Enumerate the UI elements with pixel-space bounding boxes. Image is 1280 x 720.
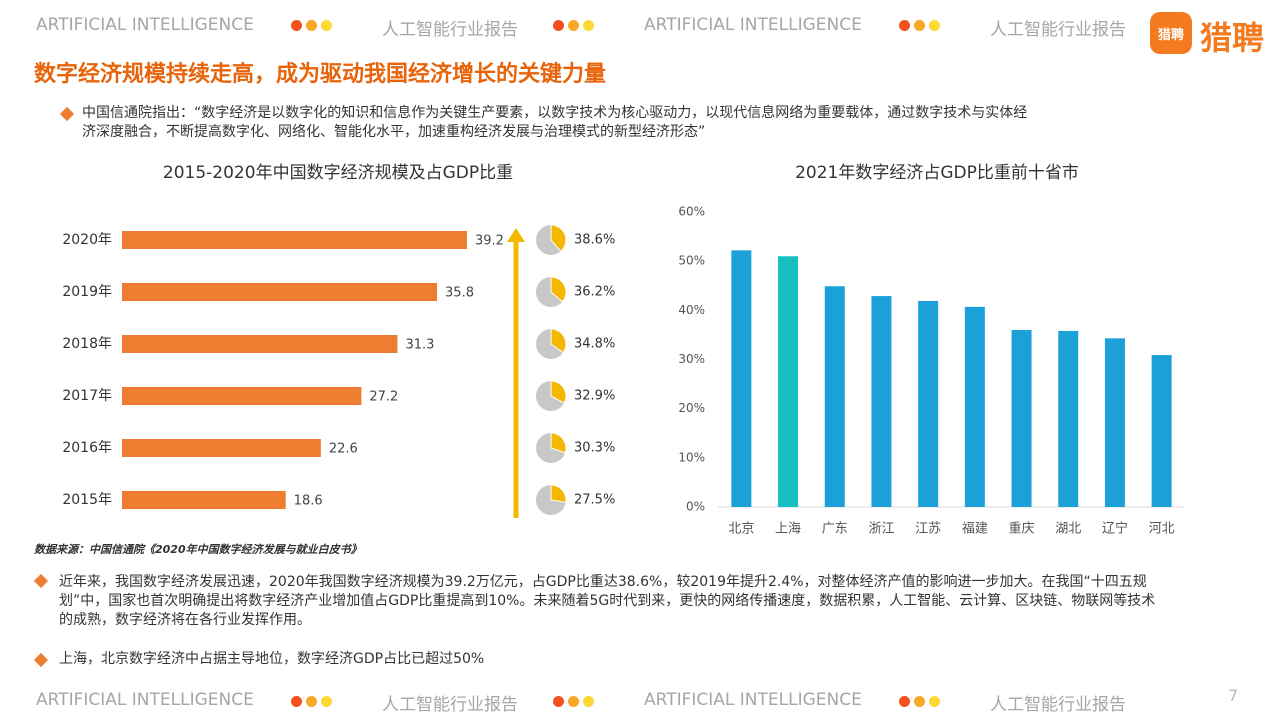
x-tick-label: 上海 <box>775 522 801 537</box>
bar <box>1011 330 1032 507</box>
value-label: 39.2 <box>475 234 504 249</box>
dots <box>899 20 944 31</box>
y-tick-label: 10% <box>678 450 705 464</box>
bar <box>122 439 321 457</box>
bar <box>122 335 398 353</box>
x-tick-label: 湖北 <box>1055 522 1081 537</box>
pie-label: 32.9% <box>574 389 615 404</box>
chart-title: 2015-2020年中国数字经济规模及占GDP比重 <box>163 163 513 183</box>
bar <box>731 250 752 507</box>
bar <box>824 286 845 507</box>
value-label: 31.3 <box>405 338 434 353</box>
y-tick-label: 0% <box>686 500 705 514</box>
pie-slice <box>550 224 567 253</box>
pie-slice <box>550 276 567 303</box>
x-tick-label: 北京 <box>728 522 754 537</box>
bullet-text: 近年来，我国数字经济发展迅速，2020年我国数字经济规模为39.2万亿元，占GD… <box>59 574 1156 628</box>
x-tick-label: 江苏 <box>915 521 941 537</box>
dots <box>899 696 944 707</box>
header-text: 人工智能行业报告 <box>382 20 518 40</box>
pie-slice <box>550 432 567 454</box>
footer-text: ARTIFICIAL INTELLIGENCE <box>644 690 862 710</box>
y-tick-label: 2015年 <box>62 492 112 508</box>
bullet-marker <box>59 106 75 122</box>
x-tick-label: 重庆 <box>1009 521 1035 537</box>
pie-slice <box>550 328 567 354</box>
bullet-text: 上海，北京数字经济中占据主导地位，数字经济GDP占比已超过50% <box>59 651 485 667</box>
bar <box>122 283 438 301</box>
bar <box>1104 338 1125 507</box>
y-tick-label: 2016年 <box>62 440 112 456</box>
header-text: 人工智能行业报告 <box>990 20 1126 40</box>
bar <box>1058 330 1079 507</box>
header-text: ARTIFICIAL INTELLIGENCE <box>644 15 862 35</box>
pie-label: 36.2% <box>574 285 615 300</box>
page-title: 数字经济规模持续走高，成为驱动我国经济增长的关键力量 <box>34 62 607 87</box>
page-number: 7 <box>1228 686 1239 705</box>
y-tick-label: 2019年 <box>62 284 112 300</box>
pie-slice <box>550 484 567 503</box>
pie-label: 30.3% <box>574 441 615 456</box>
intro-text: 中国信通院指出：“数字经济是以数字化的知识和信息作为关键生产要素，以数字技术为核… <box>82 105 1028 140</box>
y-tick-label: 2018年 <box>62 336 112 352</box>
dots <box>553 20 598 31</box>
bar <box>871 296 892 507</box>
pie-label: 38.6% <box>574 233 615 248</box>
bar <box>918 300 939 507</box>
value-label: 18.6 <box>294 494 323 509</box>
source-note: 数据来源：中国信通院《2020年中国数字经济发展与就业白皮书》 <box>34 543 362 556</box>
x-tick-label: 河北 <box>1149 522 1175 537</box>
value-label: 27.2 <box>369 390 398 405</box>
bullet-marker <box>33 573 49 589</box>
value-label: 35.8 <box>445 286 474 301</box>
y-tick-label: 40% <box>678 303 705 317</box>
y-tick-label: 30% <box>678 352 705 366</box>
bar <box>778 256 799 507</box>
dots <box>553 696 598 707</box>
dots <box>291 20 336 31</box>
y-tick-label: 60% <box>678 205 705 219</box>
y-tick-label: 50% <box>678 254 705 268</box>
bar <box>964 306 985 507</box>
logo-text: 猎聘 <box>1200 19 1265 57</box>
footer-text: ARTIFICIAL INTELLIGENCE <box>36 690 254 710</box>
y-tick-label: 20% <box>678 401 705 415</box>
bar <box>122 387 362 405</box>
x-tick-label: 浙江 <box>868 522 894 537</box>
pie-label: 27.5% <box>574 493 615 508</box>
bar <box>1151 355 1172 507</box>
trend-arrow-head <box>507 228 525 242</box>
charts: 2015-2020年中国数字经济规模及占GDP比重 2020年 39.2 38.6% 2… <box>62 163 1185 537</box>
x-tick-label: 福建 <box>962 522 988 537</box>
x-tick-label: 广东 <box>822 522 848 537</box>
bar <box>122 491 286 509</box>
footer-text: 人工智能行业报告 <box>990 695 1126 715</box>
header-text: ARTIFICIAL INTELLIGENCE <box>36 15 254 35</box>
pie-slice <box>550 380 567 404</box>
y-tick-label: 2020年 <box>62 232 112 248</box>
y-tick-label: 2017年 <box>62 388 112 404</box>
bar <box>122 231 467 249</box>
chart-title: 2021年数字经济占GDP比重前十省市 <box>795 163 1079 183</box>
dots <box>291 696 336 707</box>
value-label: 22.6 <box>329 442 358 457</box>
bullet-marker <box>33 652 49 668</box>
pie-label: 34.8% <box>574 337 615 352</box>
footer-text: 人工智能行业报告 <box>382 695 518 715</box>
x-tick-label: 辽宁 <box>1102 521 1128 537</box>
logo-icon: 猎聘 <box>1150 12 1192 54</box>
